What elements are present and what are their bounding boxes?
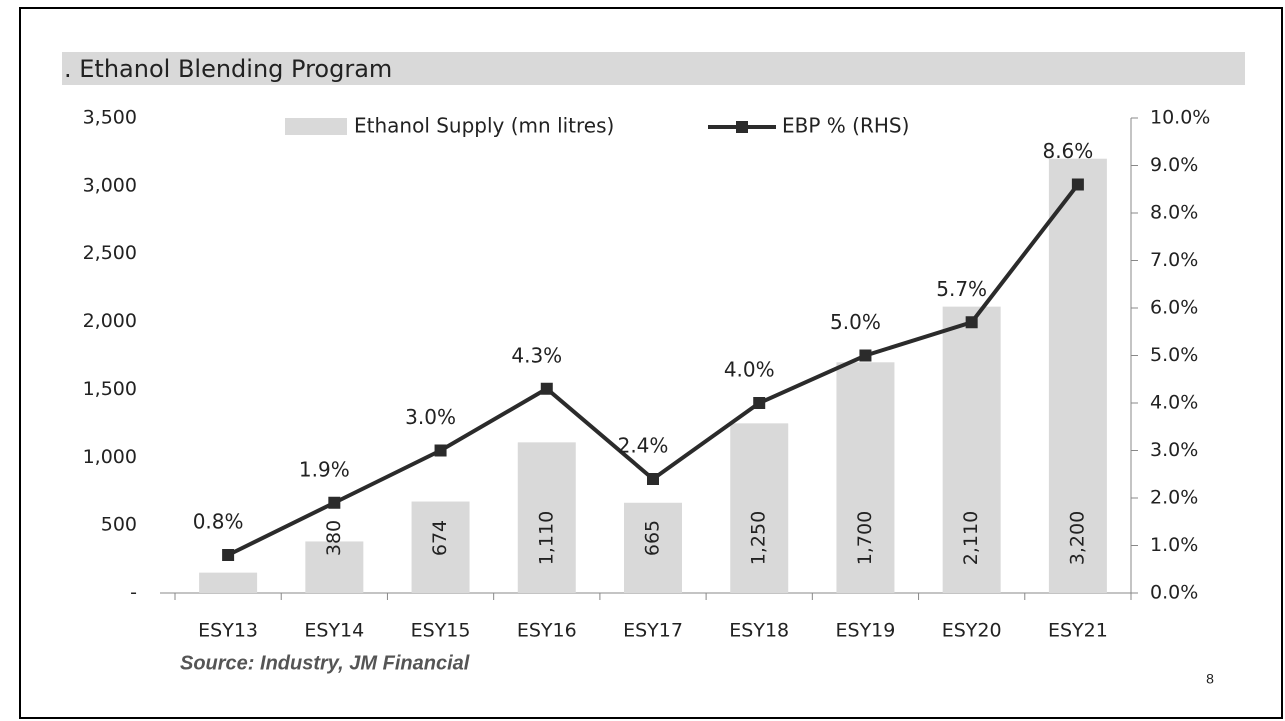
bar-value-label: 1,700 <box>854 511 876 565</box>
x-tick-label: ESY14 <box>304 620 364 642</box>
x-tick-label: ESY17 <box>623 620 683 642</box>
legend-label: Ethanol Supply (mn litres) <box>354 114 614 138</box>
source: Source: Industry, JM Financial <box>180 652 470 674</box>
line-marker <box>1071 178 1084 191</box>
bar <box>305 541 364 593</box>
bar <box>942 306 1001 593</box>
y-tick-label: 3,000 <box>83 174 137 196</box>
line-value-label: 3.0% <box>405 405 456 429</box>
x-tick-label: ESY13 <box>198 620 258 642</box>
bar <box>411 501 470 593</box>
y2-tick-label: 10.0% <box>1150 107 1210 129</box>
y2-tick-label: 0.0% <box>1150 582 1198 604</box>
x-tick-label: ESY15 <box>411 620 471 642</box>
bar <box>624 502 682 593</box>
bar-value-label: 380 <box>323 520 345 556</box>
y2-tick-label: 5.0% <box>1150 344 1198 366</box>
line-value-label: 4.3% <box>511 343 562 367</box>
bar-value-label: 665 <box>642 520 664 556</box>
line-value-label: 5.0% <box>830 310 881 334</box>
legend-marker <box>736 121 748 133</box>
title-bar <box>62 52 1245 85</box>
y2-tick-label: 9.0% <box>1150 154 1198 176</box>
y2-tick-label: 3.0% <box>1150 439 1198 461</box>
y-tick-label: 2,500 <box>83 242 137 264</box>
x-tick-label: ESY20 <box>942 620 1002 642</box>
bar <box>730 423 789 593</box>
y2-tick-label: 8.0% <box>1150 202 1198 224</box>
line-value-label: 0.8% <box>193 510 244 534</box>
y-tick-label: - <box>130 582 137 604</box>
x-tick-label: ESY16 <box>517 620 577 642</box>
page-number: 8 <box>1206 671 1214 687</box>
bar-value-label: 3,200 <box>1066 511 1088 565</box>
line-value-label: 2.4% <box>618 434 669 458</box>
line-marker <box>965 316 978 329</box>
legend-swatch <box>285 118 347 135</box>
bar-value-label: 1,250 <box>748 511 770 565</box>
y2-tick-label: 6.0% <box>1150 297 1198 319</box>
bar-value-label: 674 <box>429 520 451 556</box>
line-marker <box>222 549 235 561</box>
line-value-label: 5.7% <box>936 277 987 301</box>
bar-value-label: 1,110 <box>535 511 557 565</box>
line-marker <box>647 473 659 485</box>
slide-border <box>19 7 1283 719</box>
y-tick-label: 1,500 <box>83 378 137 400</box>
bar <box>199 572 258 593</box>
line-value-label: 1.9% <box>299 457 350 481</box>
y2-tick-label: 1.0% <box>1150 534 1198 556</box>
y2-tick-label: 4.0% <box>1150 392 1198 414</box>
line-marker <box>753 397 766 409</box>
line-marker <box>434 444 447 457</box>
y-tick-label: 2,000 <box>83 310 137 332</box>
x-tick-label: ESY19 <box>836 620 896 642</box>
y2-tick-label: 2.0% <box>1150 487 1198 509</box>
bar <box>1048 158 1107 593</box>
y-tick-label: 500 <box>101 514 137 536</box>
bar <box>836 362 895 593</box>
chart-title: . Ethanol Blending Program <box>64 55 392 83</box>
line-marker <box>859 349 872 362</box>
line-value-label: 8.6% <box>1042 139 1093 163</box>
x-tick-label: ESY21 <box>1048 620 1108 642</box>
y-tick-label: 3,500 <box>83 107 137 129</box>
y-tick-label: 1,000 <box>83 446 137 468</box>
legend-label: EBP % (RHS) <box>782 114 909 138</box>
bar-value-label: 2,110 <box>960 511 982 565</box>
y2-tick-label: 7.0% <box>1150 249 1198 271</box>
x-tick-label: ESY18 <box>729 620 789 642</box>
line-marker <box>540 382 553 395</box>
line-marker <box>328 496 341 509</box>
line-value-label: 4.0% <box>724 358 775 382</box>
bar <box>517 442 576 593</box>
